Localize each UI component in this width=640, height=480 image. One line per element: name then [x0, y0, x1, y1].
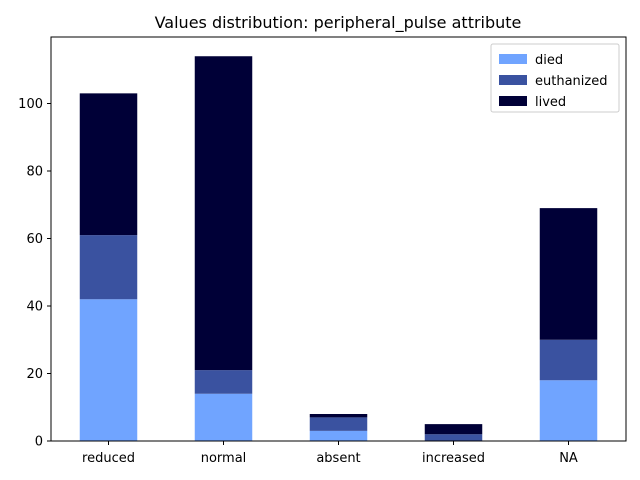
legend-label-euthanized: euthanized: [535, 74, 607, 89]
bar-increased-euthanized: [424, 434, 483, 441]
x-tick-label-reduced: reduced: [82, 451, 135, 466]
bar-absent-died: [309, 430, 368, 441]
legend: died euthanized lived: [490, 43, 620, 113]
y-tick-label-40: 40: [26, 299, 43, 314]
x-tick-label-na: NA: [559, 451, 578, 466]
chart-title: Values distribution: peripheral_pulse at…: [155, 13, 522, 33]
legend-label-lived: lived: [535, 95, 566, 110]
bar-na-died: [539, 380, 598, 441]
bar-absent-lived: [309, 414, 368, 418]
legend-swatch-lived: [499, 96, 527, 106]
y-tick-label-0: 0: [35, 435, 43, 450]
bar-absent-euthanized: [309, 417, 368, 431]
x-tick-label-normal: normal: [201, 451, 247, 466]
bar-reduced-euthanized: [79, 235, 138, 300]
bar-na-lived: [539, 208, 598, 340]
legend-swatch-euthanized: [499, 75, 527, 85]
bar-reduced-died: [79, 299, 138, 441]
y-tick-label-80: 80: [26, 164, 43, 179]
legend-swatch-died: [499, 54, 527, 64]
legend-label-died: died: [535, 53, 563, 68]
bar-na-euthanized: [539, 339, 598, 381]
x-tick-label-absent: absent: [316, 451, 360, 466]
bar-normal-euthanized: [194, 370, 253, 394]
bar-reduced-lived: [79, 93, 138, 236]
y-tick-label-20: 20: [26, 367, 43, 382]
bar-normal-lived: [194, 56, 253, 371]
x-tick-label-increased: increased: [422, 451, 485, 466]
y-axis: 0 20 40 60 80 100: [18, 97, 51, 450]
plot-frame: [50, 36, 627, 442]
x-axis: reduced normal absent increased NA: [82, 441, 578, 466]
bar-increased-lived: [424, 424, 483, 435]
bars-group: [79, 56, 598, 441]
y-tick-label-100: 100: [18, 97, 43, 112]
y-tick-label-60: 60: [26, 232, 43, 247]
bar-normal-died: [194, 393, 253, 441]
